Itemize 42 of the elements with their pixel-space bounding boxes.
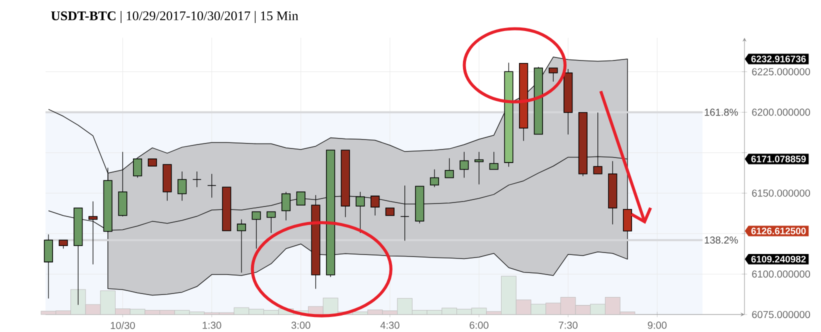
candlestick [266, 211, 276, 234]
candlestick [178, 170, 187, 201]
candlestick [430, 168, 440, 188]
text: 6232.916736 [751, 55, 806, 62]
candlestick [400, 184, 410, 241]
text: 6109.240982 [751, 256, 806, 262]
candlestick [356, 191, 365, 234]
candlestick [474, 151, 484, 184]
candlestick [133, 158, 142, 178]
candlestick [489, 151, 498, 170]
candlestick [252, 211, 261, 249]
x-tick-label: 10/30 [110, 321, 135, 329]
text: 6171.078859 [751, 155, 806, 162]
x-tick-label: 6:00 [470, 321, 488, 329]
x-tick-label: 4:30 [380, 321, 400, 329]
chart-title: USDT-BTC | 10/29/2017-10/30/2017 | 15 Min [51, 10, 298, 23]
candlestick [118, 151, 128, 217]
x-tick-label: 3:00 [291, 321, 310, 329]
x-tick-label: 7:30 [558, 321, 578, 329]
annotation: 138.2% [704, 236, 738, 244]
x-tick-label: 9:00 [648, 321, 667, 329]
candlestick [593, 112, 602, 174]
y-tick-label: 6225.000000 [752, 68, 810, 76]
annotation: 161.8% [704, 108, 738, 116]
candlestick [370, 195, 380, 216]
candlestick [460, 151, 469, 178]
candlestick [444, 158, 454, 178]
candlestick [548, 67, 558, 82]
y-tick-label: 6200.000000 [752, 108, 810, 116]
candlestick [207, 173, 216, 198]
y-tick-label: 6075.000000 [752, 310, 810, 318]
candlestick [44, 234, 54, 299]
candlestick [88, 200, 98, 264]
candlestick [281, 191, 291, 220]
y-tick-label: 6150.000000 [752, 189, 810, 196]
candlestick [236, 218, 246, 273]
candlestick [296, 191, 306, 206]
y-tick-label: 6100.000000 [752, 270, 810, 278]
candlestick [192, 170, 202, 188]
x-tick-label: 1:30 [202, 321, 222, 329]
candlestick [622, 208, 632, 232]
text: 6126.612500 [751, 227, 806, 234]
